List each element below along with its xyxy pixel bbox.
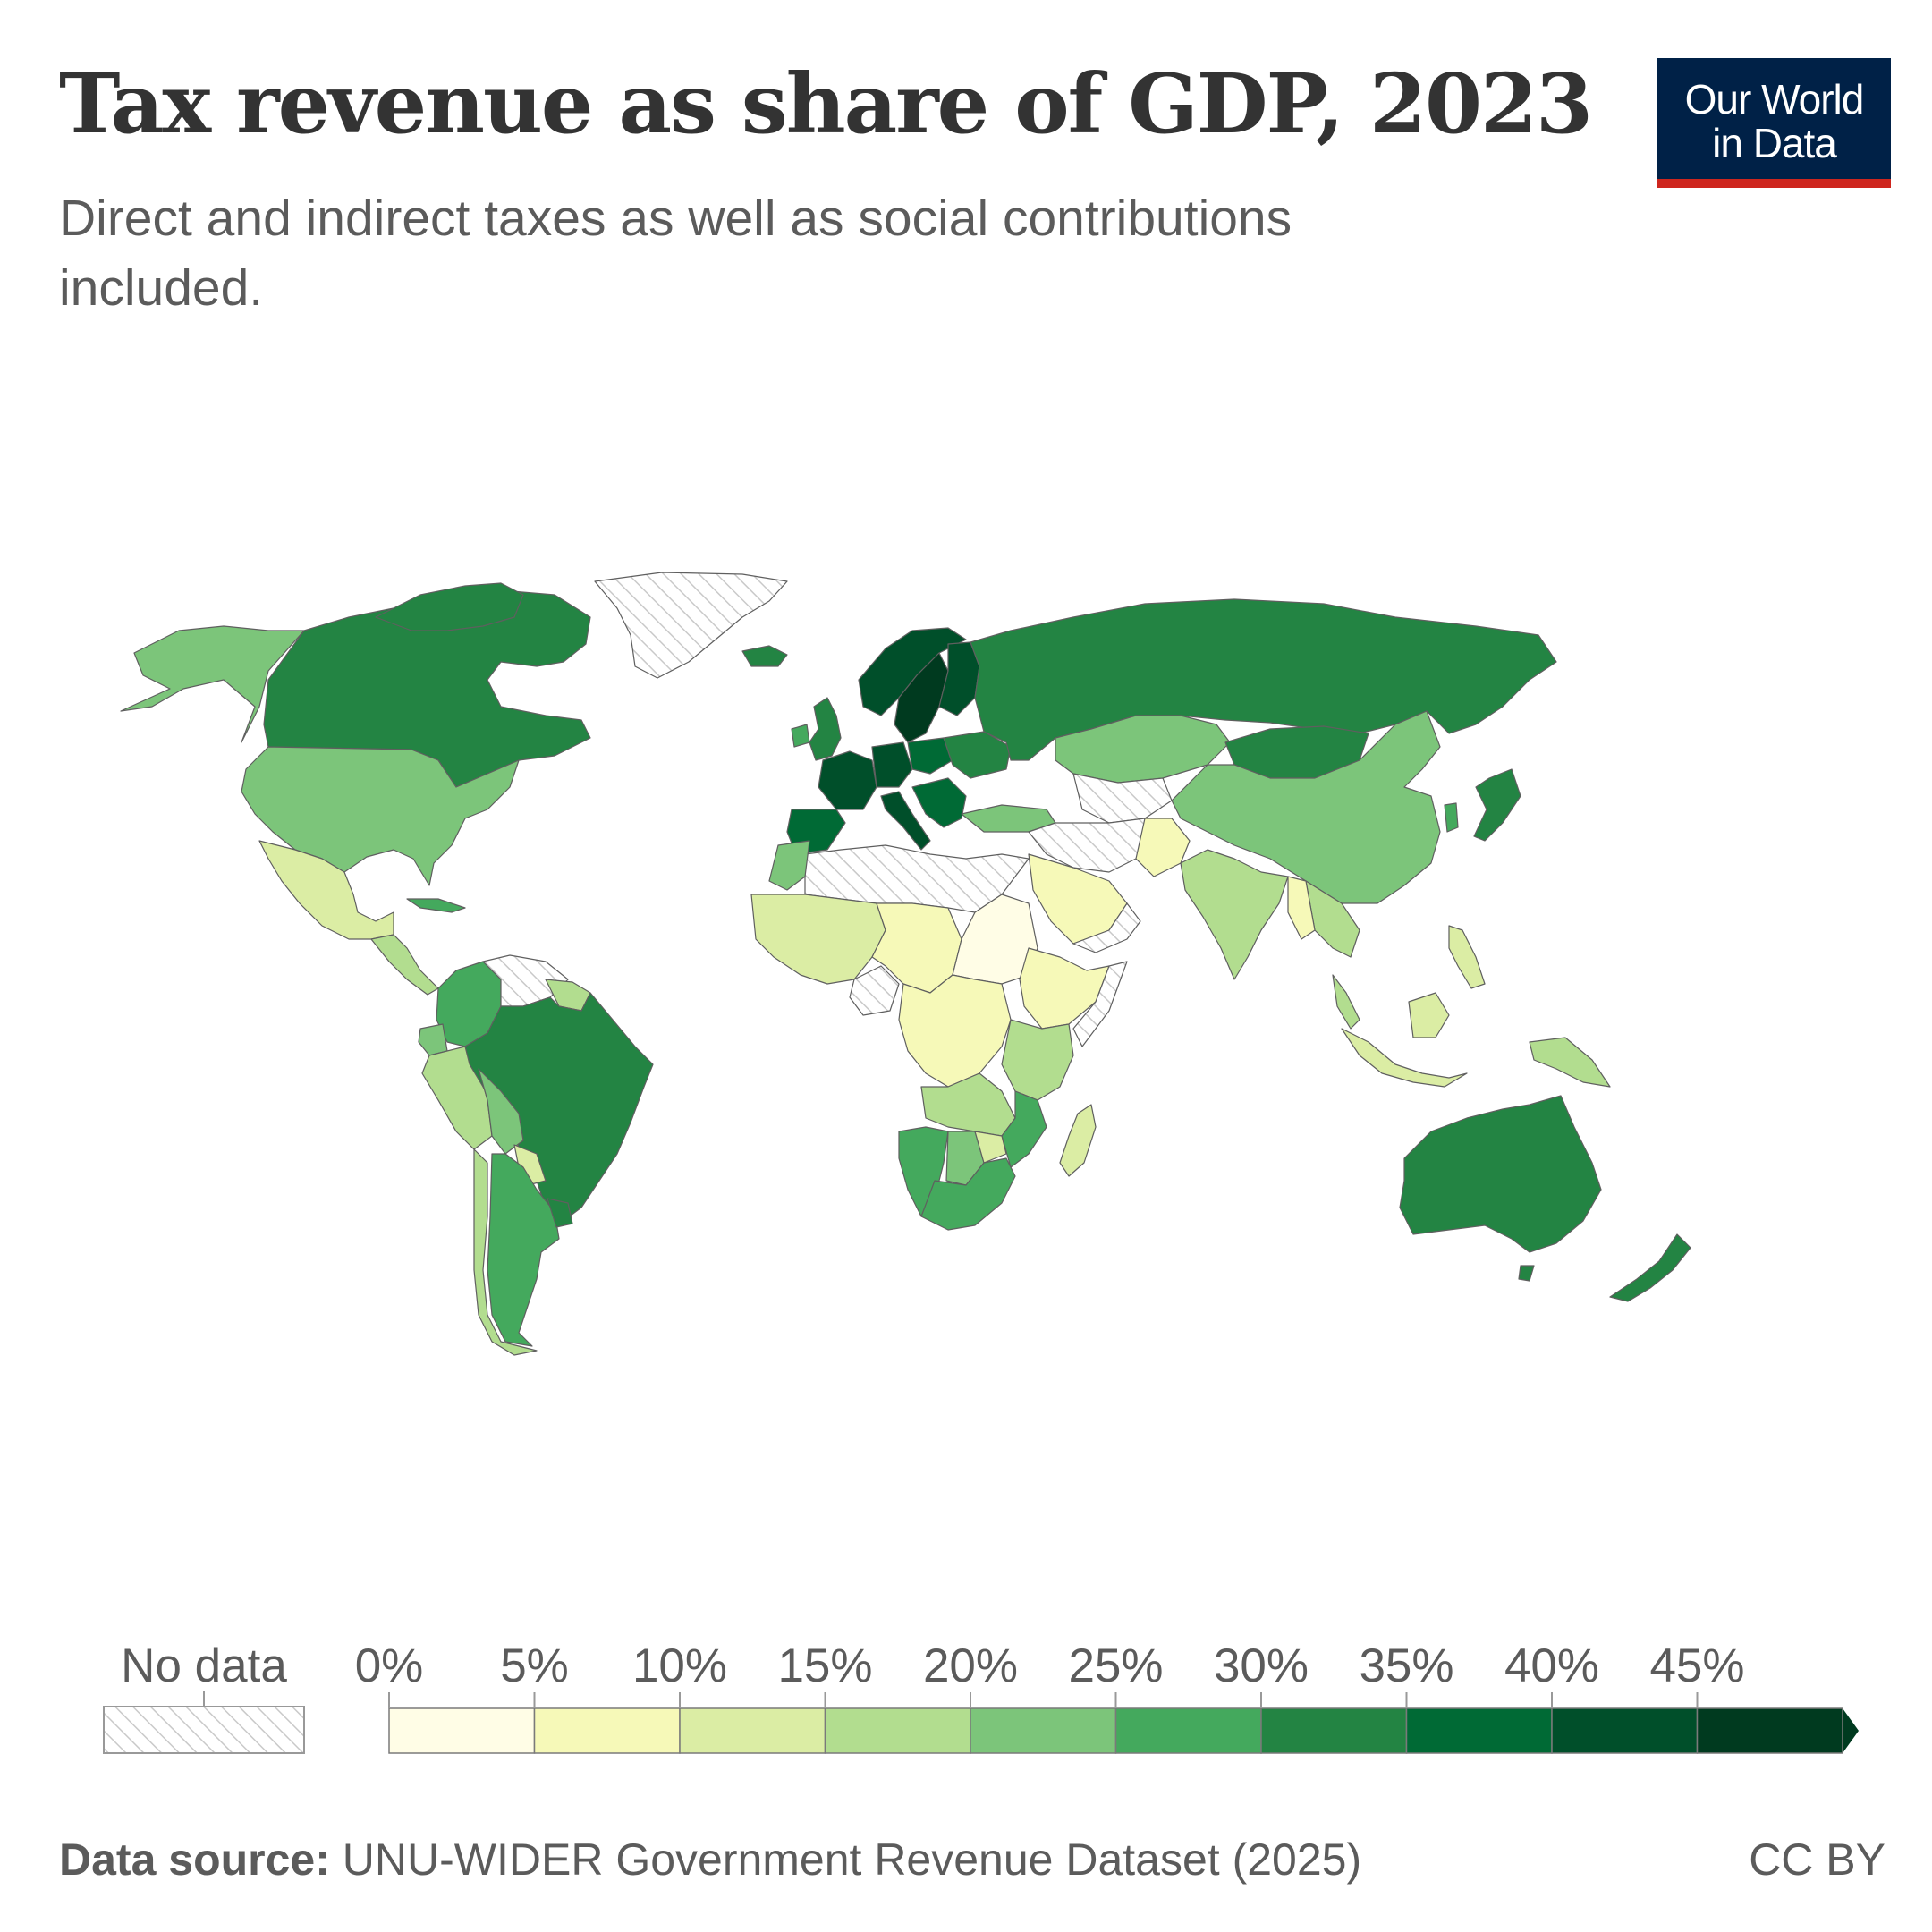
legend-tick-label-6: 30% (1214, 1640, 1309, 1692)
legend-tick-label-8: 40% (1504, 1640, 1599, 1692)
country-ecuador[interactable] (418, 1023, 448, 1056)
legend-bin-1[interactable] (533, 1707, 681, 1754)
footer-license[interactable]: CC BY (1749, 1835, 1885, 1885)
logo-line1: Our World (1684, 76, 1865, 123)
logo-text: Our World in Data (1657, 78, 1891, 165)
country-uruguay[interactable] (547, 1198, 573, 1228)
country-mexico[interactable] (258, 840, 394, 940)
legend-tick-label-5: 25% (1068, 1640, 1163, 1692)
logo-accent-bar (1657, 179, 1891, 188)
country-zimbabwe[interactable] (974, 1131, 1007, 1164)
country-india[interactable] (1180, 849, 1289, 980)
legend-svg: No data 0% 5% 10% 15% 20% 25% 30% 35% 40% 45% (103, 1640, 1859, 1754)
legend-bin-9[interactable] (1696, 1707, 1843, 1754)
legend-bin-0[interactable] (388, 1707, 536, 1754)
legend-tick-label-4: 20% (923, 1640, 1018, 1692)
country-iceland[interactable] (741, 645, 788, 667)
country-central-africa[interactable] (898, 974, 1012, 1088)
country-italy[interactable] (880, 791, 931, 851)
legend-bin-5[interactable] (1114, 1707, 1262, 1754)
country-argentina[interactable] (487, 1153, 560, 1347)
legend-tick-label-9: 45% (1649, 1640, 1744, 1692)
legend-tick-label-1: 5% (500, 1640, 569, 1692)
legend-arrow (1843, 1708, 1859, 1753)
country-new-zealand[interactable] (1609, 1233, 1691, 1302)
footer-source: Data source: UNU-WIDER Government Revenu… (59, 1834, 1361, 1885)
source-label: Data source: (59, 1835, 330, 1885)
country-canada-islands[interactable] (375, 582, 524, 631)
legend-bin-8[interactable] (1551, 1707, 1699, 1754)
country-myanmar[interactable] (1287, 876, 1316, 940)
country-alaska[interactable] (120, 625, 305, 743)
chart-title: Tax revenue as share of GDP, 2023 (59, 55, 1593, 152)
country-western-africa[interactable] (750, 894, 886, 985)
source-text[interactable]: UNU-WIDER Government Revenue Dataset (20… (342, 1835, 1362, 1885)
country-poland[interactable] (907, 737, 953, 775)
country-korea[interactable] (1444, 802, 1459, 833)
legend-no-data-label: No data (121, 1640, 287, 1692)
country-philippines[interactable] (1448, 925, 1486, 989)
world-map[interactable] (0, 537, 1932, 1431)
country-oman-yemen[interactable] (1072, 902, 1141, 953)
country-france[interactable] (818, 750, 877, 810)
legend-bin-6[interactable] (1260, 1707, 1408, 1754)
country-cuba[interactable] (406, 898, 466, 913)
legend-tick-label-0: 0% (355, 1640, 424, 1692)
country-kazakhstan[interactable] (1055, 715, 1231, 784)
color-legend: No data 0% 5% 10% 15% 20% 25% 30% 35% 40% 45% (0, 1628, 1932, 1789)
legend-tick-label-2: 10% (632, 1640, 727, 1692)
country-madagascar[interactable] (1059, 1104, 1097, 1177)
country-east-africa[interactable] (1001, 1019, 1074, 1101)
country-malaysia[interactable] (1332, 974, 1360, 1030)
owid-logo[interactable]: Our World in Data (1657, 58, 1891, 188)
legend-tick-label-3: 15% (777, 1640, 872, 1692)
country-central-asia[interactable] (1072, 773, 1173, 824)
country-morocco[interactable] (768, 840, 810, 891)
country-japan[interactable] (1473, 768, 1521, 842)
country-germany[interactable] (871, 741, 913, 788)
legend-no-data-swatch (103, 1706, 305, 1754)
country-southern-central-africa[interactable] (920, 1072, 1016, 1137)
legend-bin-4[interactable] (970, 1707, 1117, 1754)
logo-line2: in Data (1712, 120, 1837, 166)
legend-bins: 0% 5% 10% 15% 20% 25% 30% 35% 40% 45% (355, 1640, 1859, 1754)
country-somalia[interactable] (1072, 961, 1128, 1047)
country-australia[interactable] (1399, 1095, 1602, 1253)
country-papua[interactable] (1529, 1037, 1611, 1088)
legend-bin-7[interactable] (1405, 1707, 1553, 1754)
country-chile[interactable] (473, 1148, 538, 1356)
country-central-america[interactable] (370, 934, 439, 996)
country-usa[interactable] (241, 746, 520, 886)
country-greenland[interactable] (594, 572, 788, 679)
country-south-africa[interactable] (920, 1157, 1016, 1231)
country-borneo[interactable] (1408, 992, 1450, 1038)
country-indonesia[interactable] (1341, 1028, 1468, 1088)
country-nigeria[interactable] (849, 965, 900, 1016)
legend-bin-2[interactable] (679, 1707, 826, 1754)
legend-tick-label-7: 35% (1359, 1640, 1453, 1692)
legend-bin-3[interactable] (824, 1707, 971, 1754)
country-mozambique[interactable] (1001, 1090, 1047, 1168)
country-tasmania[interactable] (1518, 1265, 1535, 1282)
country-ireland[interactable] (791, 724, 810, 748)
country-uk[interactable] (809, 697, 842, 761)
chart-subtitle: Direct and indirect taxes as well as soc… (59, 190, 1292, 317)
country-horn-africa[interactable] (1019, 947, 1110, 1030)
country-balkans[interactable] (911, 777, 967, 828)
country-china[interactable] (1171, 710, 1441, 904)
